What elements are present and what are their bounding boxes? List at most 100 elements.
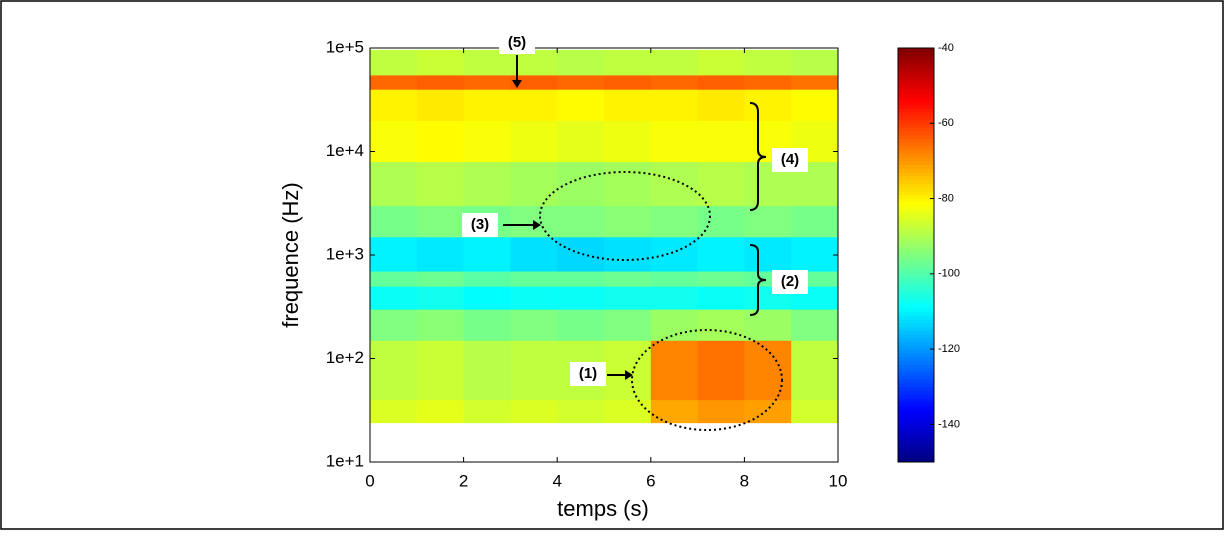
cell: [744, 74, 792, 90]
cell: [510, 236, 558, 272]
cell: [463, 340, 511, 401]
cell: [604, 399, 652, 424]
cell: [370, 120, 418, 163]
cell: [557, 120, 605, 163]
cell: [370, 340, 418, 401]
x-tick-label: 2: [459, 471, 468, 490]
cell: [416, 74, 465, 90]
cell: [416, 89, 465, 121]
cell: [604, 340, 652, 401]
cell: [510, 161, 558, 207]
cell: [791, 89, 839, 121]
colorbar-tick-label: -80: [938, 192, 954, 204]
label-box: [772, 148, 808, 172]
cell: [697, 161, 745, 207]
cell: [416, 49, 465, 76]
cell: [510, 340, 558, 401]
label-box: [462, 213, 498, 237]
x-tick-label: 8: [740, 471, 749, 490]
x-tick-label: 0: [365, 471, 374, 490]
cell: [370, 89, 418, 121]
cell: [744, 309, 792, 341]
cell: [370, 161, 418, 207]
cell: [791, 309, 839, 341]
colorbar-tick-label: -140: [938, 418, 960, 430]
cell: [604, 309, 652, 341]
cell: [791, 205, 839, 238]
cell: [650, 161, 699, 207]
cell: [416, 120, 465, 163]
cell: [604, 49, 652, 76]
cell: [370, 74, 418, 90]
cell: [604, 286, 652, 310]
cell: [697, 236, 745, 272]
cell: [744, 205, 792, 238]
cell: [463, 286, 511, 310]
arrowhead: [625, 370, 633, 380]
cell: [463, 49, 511, 76]
cell: [463, 399, 511, 424]
ellipse: [631, 329, 783, 431]
cell: [463, 271, 511, 287]
cell: [697, 309, 745, 341]
cell: [697, 271, 745, 287]
cell: [370, 49, 418, 76]
cell: [370, 271, 418, 287]
cell: [416, 340, 465, 401]
cell: [697, 340, 745, 401]
cell: [744, 399, 792, 424]
cell: [416, 161, 465, 207]
cell: [463, 120, 511, 163]
cell: [604, 236, 652, 272]
cell: [697, 89, 745, 121]
colorbar-tick-label: -60: [938, 117, 954, 129]
y-tick-label: 1e+5: [326, 37, 364, 56]
annotation: (1): [579, 365, 597, 382]
cell: [370, 286, 418, 310]
cell: [557, 309, 605, 341]
y-axis-label: frequence (Hz): [278, 182, 303, 328]
cell: [650, 49, 699, 76]
cell: [697, 49, 745, 76]
cell: [557, 236, 605, 272]
cell: [463, 74, 511, 90]
cell: [463, 309, 511, 341]
cell: [370, 236, 418, 272]
cell: [650, 120, 699, 163]
colorbar-tick-label: -100: [938, 268, 960, 280]
cell: [370, 205, 418, 238]
spectrogram: [370, 49, 839, 424]
cell: [697, 120, 745, 163]
cell: [416, 309, 465, 341]
label-box: [772, 270, 808, 294]
colorbar-tick-label: -40: [938, 42, 954, 54]
cell: [650, 286, 699, 310]
cell: [510, 271, 558, 287]
colorbar-tick-label: -120: [938, 343, 960, 355]
cell: [416, 271, 465, 287]
cell: [557, 74, 605, 90]
arrowhead: [533, 220, 541, 230]
cell: [463, 89, 511, 121]
ticks: 0 2 4 6 8 10 1e+1 1e+2 1e+3 1e+4 1e+5 -40 -60 -80 -100…: [326, 37, 960, 490]
arrowheads: [512, 80, 633, 380]
cell: [791, 49, 839, 76]
colorbar-box: [897, 47, 935, 463]
cell: [604, 89, 652, 121]
cell: [557, 161, 605, 207]
cell: [744, 236, 792, 272]
cell: [463, 161, 511, 207]
cell: [791, 340, 839, 401]
cell: [416, 286, 465, 310]
cell: [510, 286, 558, 310]
cell: [791, 399, 839, 424]
cell: [697, 399, 745, 424]
cell: [510, 309, 558, 341]
cell: [697, 205, 745, 238]
brace: [749, 244, 767, 316]
cell: [650, 340, 699, 401]
cell: [604, 120, 652, 163]
annotation: (2): [781, 273, 799, 290]
cell: [510, 74, 558, 90]
